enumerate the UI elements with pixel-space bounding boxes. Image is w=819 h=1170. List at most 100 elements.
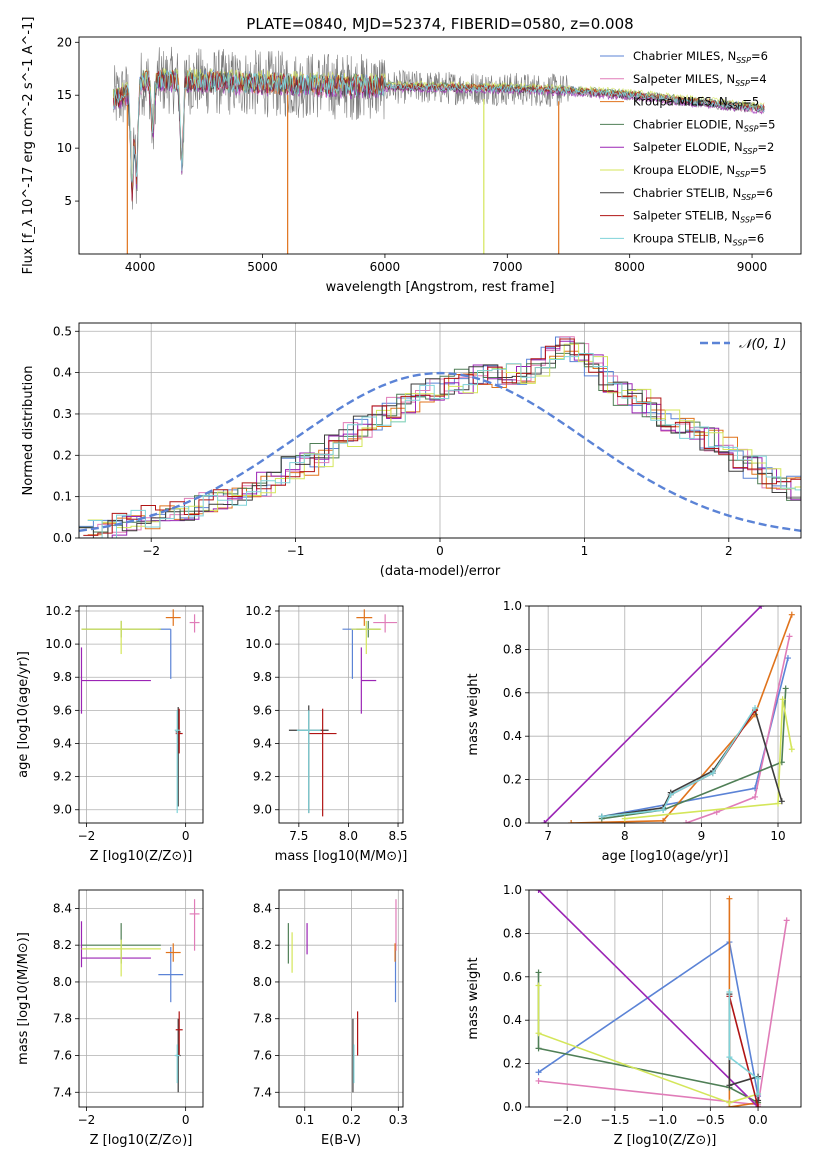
x-tick-label: 0.2 [342, 1113, 361, 1127]
x-tick-label: 9 [698, 829, 706, 843]
y-tick-label: 0.2 [503, 773, 522, 787]
x-tick-label: −2 [78, 1113, 96, 1127]
weight-marker-chabrier-elodie [782, 685, 789, 692]
y-axis-label: Normed distribution [21, 366, 36, 496]
weight-marker-kroupa-elodie [726, 1099, 733, 1106]
x-tick-label: 4000 [125, 260, 156, 274]
y-tick-label: 0.2 [53, 448, 72, 462]
weight-lines [535, 890, 790, 1107]
x-axis-label: Z [log10(Z/Z⊙)] [90, 849, 193, 864]
x-tick-label: 10 [770, 829, 785, 843]
x-tick-label: 0 [436, 544, 444, 558]
weight-marker-salpeter-miles [752, 793, 759, 800]
weight-marker-kroupa-miles [788, 611, 795, 618]
weight-marker-salpeter-miles [786, 633, 793, 640]
x-tick-label: 0 [182, 829, 190, 843]
y-tick-label: 8.2 [253, 938, 272, 952]
histograms [79, 336, 801, 538]
age-vs-z-panel: −2 0 9.0 9.2 9.4 9.6 9.8 10.0 10.2 Z [log10(Z/Z⊙)… [16, 604, 204, 864]
legend-label-kroupa-stelib: Kroupa STELIB, NSSP=6 [633, 231, 764, 247]
y-tick-label: 9.0 [253, 803, 272, 817]
y-tick-label: 10.0 [245, 637, 272, 651]
x-tick-label: 8.5 [388, 829, 407, 843]
y-tick-label: 8.2 [53, 938, 72, 952]
weight-marker-kroupa-stelib [752, 704, 759, 711]
y-tick-label: 7.6 [53, 1049, 72, 1063]
weight-marker-salpeter-miles [783, 917, 790, 924]
mass-vs-ebv-panel: 0.1 0.2 0.3 7.4 7.6 7.8 8.0 8.2 8.4 E(B-V) [253, 889, 408, 1148]
weight-marker-kroupa-elodie [779, 696, 786, 703]
x-axis-label: E(B-V) [321, 1133, 361, 1148]
y-tick-label: 8.0 [253, 975, 272, 989]
x-tick-label: 0 [182, 1113, 190, 1127]
weight-marker-kroupa-elodie [788, 746, 795, 753]
y-tick-label: 0.0 [503, 1100, 522, 1114]
legend-label-normal: 𝒩(0, 1) [739, 337, 786, 352]
weight-marker-salpeter-miles [683, 820, 690, 823]
histogram-chabrier-elodie [79, 342, 801, 533]
weight-marker-kroupa-stelib [709, 770, 716, 777]
y-tick-label: 1.0 [503, 883, 522, 897]
x-tick-label: 8.0 [339, 829, 358, 843]
weight-line-kroupa-elodie [537, 985, 759, 1104]
weight-line-kroupa-miles [728, 898, 759, 1107]
y-tick-label: 0.1 [53, 490, 72, 504]
y-tick-label: 10 [57, 141, 72, 155]
y-tick-label: 7.8 [253, 1012, 272, 1026]
x-tick-label: 2 [725, 544, 733, 558]
error-bars [288, 609, 398, 817]
weight-line-chabrier-elodie [537, 972, 759, 1104]
legend-label-chabrier-miles: Chabrier MILES, NSSP=6 [633, 49, 768, 65]
y-axis-label: age [log10(age/yr)] [16, 651, 31, 778]
weight-line-salpeter-miles [685, 636, 791, 823]
y-tick-label: 5 [64, 194, 72, 208]
spectrum-panel: 4000 5000 6000 7000 8000 9000 5 10 15 20 wavelengt… [21, 17, 802, 295]
weight-marker-chabrier-miles [784, 655, 791, 662]
x-tick-label: 7.5 [289, 829, 308, 843]
y-axis-label: mass [log10(M/M⊙)] [16, 932, 31, 1065]
y-axis-label: Flux [f_λ 10^-17 erg cm^-2 s^-1 A^-1] [21, 17, 36, 275]
weight-marker-kroupa-stelib [726, 1054, 733, 1061]
residuals-legend: 𝒩(0, 1) [700, 337, 786, 352]
axes-frame [528, 889, 802, 1108]
spectrum-lines [112, 46, 765, 254]
error-bars [287, 899, 397, 1093]
y-tick-label: 8.4 [53, 901, 72, 915]
weight-marker-salpeter-elodie [541, 820, 548, 823]
axes-frame [278, 889, 404, 1108]
weight-marker-kroupa-miles [726, 895, 733, 902]
x-tick-label: 8 [621, 829, 629, 843]
x-axis-label: wavelength [Angstrom, rest frame] [326, 280, 555, 295]
weight-marker-salpeter-miles [535, 1077, 542, 1084]
axes-frame [78, 605, 204, 824]
y-tick-label: 9.6 [53, 703, 72, 717]
mass-weight-vs-age-panel: 7 8 9 10 0.0 0.2 0.4 0.6 0.8 1.0 age [log10(age/yr… [466, 599, 802, 864]
x-tick-label: 5000 [247, 260, 278, 274]
y-tick-label: 0.6 [503, 970, 522, 984]
mass-weight-vs-z-panel: −2.0 −1.5 −1.0 −0.5 0.0 0.0 0.2 0.4 0.6 0.8 1.0 Z [… [466, 883, 802, 1148]
weight-marker-kroupa-stelib [660, 806, 667, 813]
weight-marker-kroupa-elodie [621, 815, 628, 822]
weight-line-salpeter-elodie [543, 606, 762, 823]
weight-marker-salpeter-elodie [758, 606, 765, 609]
error-bars [80, 609, 200, 814]
legend-label-salpeter-miles: Salpeter MILES, NSSP=4 [633, 72, 767, 88]
x-tick-label: −2 [142, 544, 160, 558]
y-tick-label: 0.8 [503, 642, 522, 656]
x-tick-label: −0.5 [696, 1113, 725, 1127]
legend-label-chabrier-stelib: Chabrier STELIB, NSSP=6 [633, 186, 773, 202]
x-axis-label: mass [log10(M/M⊙)] [275, 849, 408, 864]
histogram-salpeter-stelib [83, 338, 801, 536]
weight-marker-kroupa-stelib [667, 791, 674, 798]
y-tick-label: 10.0 [45, 637, 72, 651]
x-tick-label: −2 [78, 829, 96, 843]
y-tick-label: 10.2 [45, 604, 72, 618]
weight-marker-salpeter-stelib [755, 1104, 762, 1107]
histogram-kroupa-stelib [87, 353, 801, 538]
x-axis-label: age [log10(age/yr)] [602, 849, 729, 864]
weight-line-salpeter-stelib [670, 709, 756, 796]
x-tick-label: 6000 [370, 260, 401, 274]
weight-line-kroupa-elodie [624, 699, 793, 820]
weight-line-salpeter-stelib [728, 996, 759, 1107]
